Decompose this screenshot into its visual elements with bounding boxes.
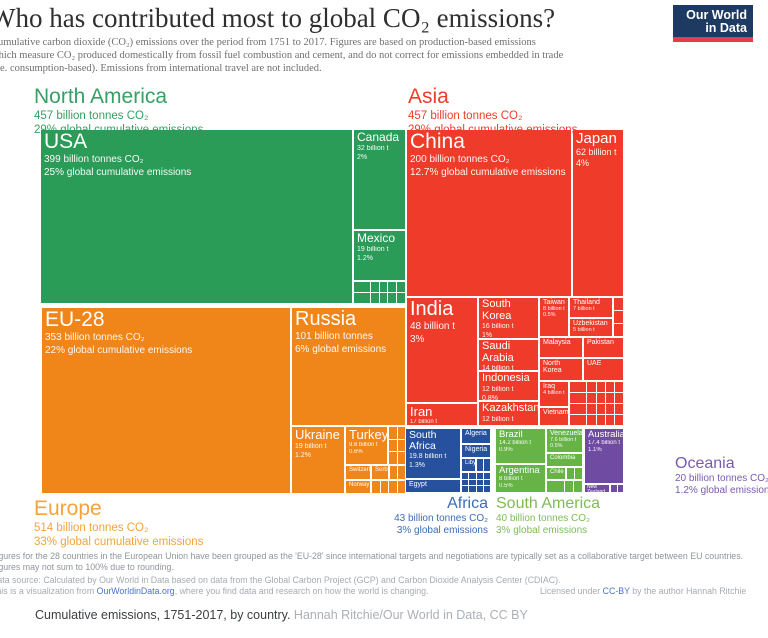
chart-title: Who has contributed most to global CO₂ e…: [0, 3, 556, 33]
treemap-block-taiwan: Taiwan 8 billion t 0.5%: [540, 298, 568, 336]
owid-logo-stripe: [673, 37, 753, 42]
treemap-block-argentina: Argentina 8 billion t 0.5%: [496, 465, 545, 492]
region-header-asia: Asia 457 billion tonnes CO₂ 29% global c…: [408, 85, 577, 136]
region-header-africa: Africa 43 billion tonnes CO₂ 3% global e…: [394, 495, 488, 537]
owid-logo-line1: Our World: [686, 8, 747, 22]
treemap-mosaic-europe-right: [389, 427, 405, 464]
figure-caption: Cumulative emissions, 1751-2017, by coun…: [35, 608, 528, 622]
owid-logo-line2: in Data: [705, 21, 747, 35]
treemap-block-serbia: Serbia: [372, 466, 388, 479]
treemap-block-iraq: Iraq 4 billion t: [540, 382, 568, 406]
treemap-mosaic-oceania: [611, 485, 623, 492]
treemap-mosaic-south-america-mid: [567, 468, 582, 479]
treemap-block-egypt: Egypt: [406, 480, 460, 492]
treemap-block-algeria: Algeria: [462, 429, 490, 443]
treemap-mosaic-asia-bottom: [570, 382, 623, 425]
treemap-block-pakistan: Pakistan: [584, 338, 623, 357]
cc-by-link[interactable]: CC-BY: [602, 586, 630, 596]
treemap-block-eu-28: EU-28 353 billion tonnes CO₂ 22% global …: [42, 308, 290, 493]
treemap-block-turkey: Turkey 9.6 billion t 0.6%: [346, 427, 387, 464]
treemap-block-chile: Chile: [547, 468, 565, 479]
treemap-block-nigeria: Nigeria: [462, 445, 490, 457]
owid-logo: Our World in Data: [673, 5, 753, 42]
treemap-block-new-zealand: New Zealand: [585, 485, 609, 492]
treemap-block-russia: Russia 101 billion tonnes 6% global emis…: [292, 308, 405, 425]
treemap-block-south-korea: South Korea 16 billion t 1%: [479, 298, 538, 338]
treemap-mosaic-africa-mid: [477, 459, 490, 471]
owid-chart-image: Who has contributed most to global CO₂ e…: [0, 3, 768, 596]
treemap-mosaic-africa-bottom: [462, 473, 490, 492]
treemap-mosaic-north-america-small: [354, 282, 405, 303]
treemap-block-uzbekistan: Uzbekistan 5 billion t: [570, 319, 612, 336]
caption-main: Cumulative emissions, 1751-2017, by coun…: [35, 608, 291, 622]
region-header-europe: Europe 514 billion tonnes CO₂ 33% global…: [34, 497, 204, 548]
footnote-eu28: Figures for the 28 countries in the Euro…: [0, 551, 744, 561]
owid-figure: Who has contributed most to global CO₂ e…: [0, 3, 768, 596]
treemap-block-uae: UAE: [584, 359, 623, 380]
treemap-block-australia: Australia 17.4 billion t 1.1%: [585, 429, 623, 483]
footnote-visualization: This is a visualization from OurWorldinD…: [0, 586, 429, 596]
treemap-block-malaysia: Malaysia: [540, 338, 582, 357]
treemap-block-indonesia: Indonesia 12 billion t 0.8%: [479, 372, 538, 400]
treemap-mosaic-europe-bottom: [372, 481, 405, 493]
treemap-block-japan: Japan 62 billion t 4%: [573, 130, 623, 296]
treemap-block-brazil: Brazil 14.2 billion t 0.9%: [496, 429, 545, 463]
treemap-mosaic-south-america-bottom: [547, 481, 582, 492]
footnote-data-source: Data source: Calculated by Our World in …: [0, 575, 561, 585]
caption-attribution: Hannah Ritchie/Our World in Data, CC BY: [290, 608, 528, 622]
footnote-license: Licensed under CC-BY by the author Hanna…: [540, 586, 747, 596]
footnote-rounding: Figures may not sum to 100% due to round…: [0, 562, 174, 572]
treemap-block-canada: Canada 32 billion t 2%: [354, 130, 405, 229]
region-header-north-america: North America 457 billion tonnes CO₂ 29%…: [34, 85, 203, 136]
owid-link[interactable]: OurWorldinData.org: [96, 586, 175, 596]
region-header-south-america: South America 40 billion tonnes CO₂ 3% g…: [496, 495, 601, 537]
region-header-oceania: Oceania 20 billion tonnes CO₂ 1.2% globa…: [675, 455, 768, 497]
treemap-block-libya: Libya: [462, 459, 475, 471]
treemap-block-india: India 48 billion t 3%: [407, 298, 477, 402]
treemap-block-mexico: Mexico 19 billion t 1.2%: [354, 231, 405, 280]
treemap-block-south-africa: South Africa 19.8 billion t 1.3%: [406, 429, 460, 478]
treemap-block-kazakhstan: Kazakhstan 12 billion t 0.8%: [479, 402, 538, 425]
treemap-block-usa: USA 399 billion tonnes CO₂ 25% global cu…: [41, 130, 352, 303]
treemap-block-thailand: Thailand 7 billion t: [570, 298, 612, 317]
treemap-mosaic-europe-corner: [390, 466, 405, 479]
treemap-block-venezuela: Venezuela 7.6 billion t 0.5%: [547, 429, 582, 452]
treemap-block-china: China 200 billion tonnes CO₂ 12.7% globa…: [407, 130, 571, 296]
treemap-block-ukraine: Ukraine 19 billion t 1.2%: [292, 427, 344, 493]
treemap-block-colombia: Colombia: [547, 454, 582, 466]
chart-subtitle: Cumulative carbon dioxide (CO₂) emission…: [0, 37, 564, 74]
treemap-block-north-korea: North Korea: [540, 359, 582, 380]
treemap-block-iran: Iran 17 billion t: [407, 404, 477, 425]
treemap-block-switzerland: Switzerland: [346, 466, 370, 479]
treemap-block-saudi-arabia: Saudi Arabia 14 billion t 0.9%: [479, 340, 538, 370]
treemap-block-norway: Norway: [346, 481, 370, 493]
treemap-mosaic-asia-right: [614, 298, 623, 336]
treemap-block-vietnam: Vietnam: [540, 408, 568, 425]
